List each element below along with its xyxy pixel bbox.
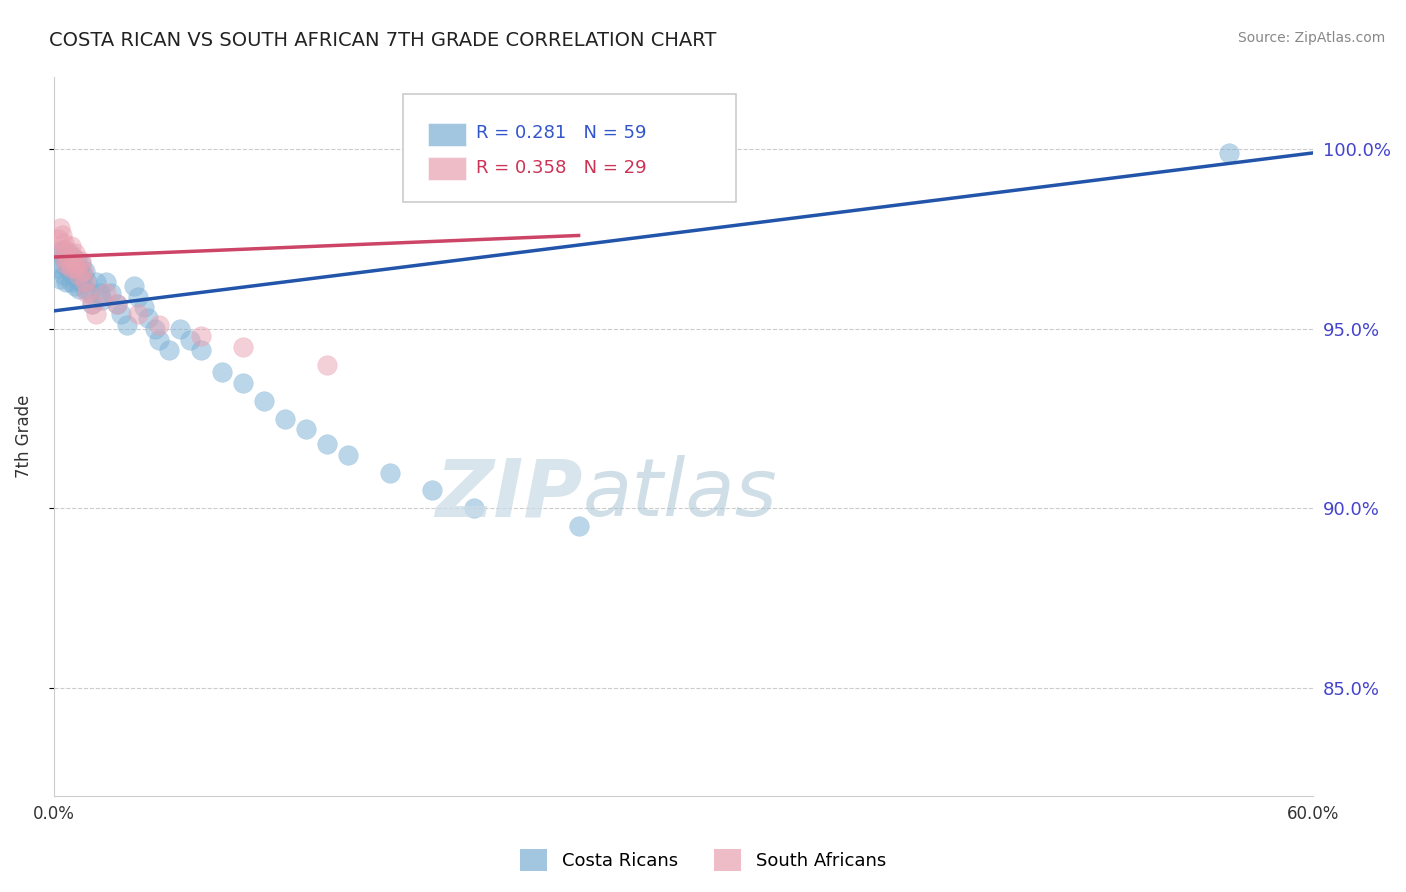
- Point: [1218, 145, 1240, 160]
- Point: [253, 393, 276, 408]
- Point: [55, 257, 77, 271]
- Point: [53, 250, 76, 264]
- Point: [96, 275, 118, 289]
- Point: [80, 296, 103, 310]
- Point: [179, 333, 201, 347]
- Point: [274, 411, 297, 425]
- Point: [70, 253, 93, 268]
- Point: [66, 271, 89, 285]
- Point: [100, 285, 122, 300]
- Point: [232, 340, 254, 354]
- Point: [110, 308, 132, 322]
- Point: [55, 275, 77, 289]
- Point: [53, 268, 76, 282]
- Point: [66, 257, 89, 271]
- Point: [46, 260, 69, 275]
- Point: [53, 235, 76, 250]
- Point: [66, 253, 89, 268]
- Point: [132, 301, 155, 315]
- Point: [51, 257, 73, 271]
- Point: [315, 437, 337, 451]
- Point: [51, 243, 73, 257]
- Point: [91, 293, 114, 307]
- Point: [58, 246, 80, 260]
- Point: [136, 311, 159, 326]
- Text: Source: ZipAtlas.com: Source: ZipAtlas.com: [1237, 31, 1385, 45]
- Point: [232, 376, 254, 390]
- Point: [80, 296, 103, 310]
- Point: [62, 268, 84, 282]
- Point: [568, 519, 591, 533]
- Point: [62, 250, 84, 264]
- Point: [122, 278, 145, 293]
- Point: [75, 264, 97, 278]
- Point: [79, 285, 101, 300]
- Point: [51, 243, 73, 257]
- Point: [89, 285, 111, 300]
- Point: [72, 268, 94, 282]
- Point: [211, 365, 233, 379]
- Point: [49, 271, 72, 285]
- Point: [51, 228, 73, 243]
- Legend: Costa Ricans, South Africans: Costa Ricans, South Africans: [513, 842, 893, 879]
- Point: [70, 257, 93, 271]
- Bar: [427, 157, 465, 180]
- Text: COSTA RICAN VS SOUTH AFRICAN 7TH GRADE CORRELATION CHART: COSTA RICAN VS SOUTH AFRICAN 7TH GRADE C…: [49, 31, 717, 50]
- Point: [463, 501, 485, 516]
- Point: [148, 333, 170, 347]
- Point: [59, 239, 82, 253]
- Point: [157, 343, 180, 358]
- Point: [143, 322, 166, 336]
- Point: [84, 275, 107, 289]
- Point: [105, 296, 128, 310]
- Point: [72, 264, 94, 278]
- Point: [63, 260, 86, 275]
- Point: [63, 278, 86, 293]
- Point: [46, 232, 69, 246]
- Point: [75, 275, 97, 289]
- Point: [58, 264, 80, 278]
- Point: [169, 322, 191, 336]
- Point: [190, 329, 212, 343]
- Point: [294, 422, 316, 436]
- Point: [53, 250, 76, 264]
- Point: [63, 260, 86, 275]
- Point: [127, 289, 149, 303]
- Point: [62, 250, 84, 264]
- Bar: [427, 123, 465, 145]
- Y-axis label: 7th Grade: 7th Grade: [15, 395, 32, 478]
- Point: [420, 483, 443, 498]
- Point: [63, 246, 86, 260]
- Point: [96, 285, 118, 300]
- Text: ZIP: ZIP: [436, 455, 583, 533]
- Point: [59, 257, 82, 271]
- Point: [59, 260, 82, 275]
- Point: [84, 308, 107, 322]
- Point: [105, 296, 128, 310]
- Point: [67, 268, 90, 282]
- Point: [59, 275, 82, 289]
- Point: [378, 466, 401, 480]
- Point: [76, 275, 98, 289]
- Point: [70, 275, 93, 289]
- Point: [75, 282, 97, 296]
- Text: R = 0.281   N = 59: R = 0.281 N = 59: [475, 125, 647, 143]
- Point: [49, 246, 72, 260]
- Point: [55, 257, 77, 271]
- FancyBboxPatch shape: [402, 94, 737, 202]
- Point: [127, 308, 149, 322]
- Text: atlas: atlas: [583, 455, 778, 533]
- Point: [67, 264, 90, 278]
- Point: [190, 343, 212, 358]
- Point: [336, 448, 359, 462]
- Point: [315, 358, 337, 372]
- Point: [49, 221, 72, 235]
- Point: [148, 318, 170, 333]
- Point: [76, 285, 98, 300]
- Point: [67, 282, 90, 296]
- Text: R = 0.358   N = 29: R = 0.358 N = 29: [475, 159, 647, 177]
- Point: [55, 243, 77, 257]
- Point: [117, 318, 139, 333]
- Point: [58, 253, 80, 268]
